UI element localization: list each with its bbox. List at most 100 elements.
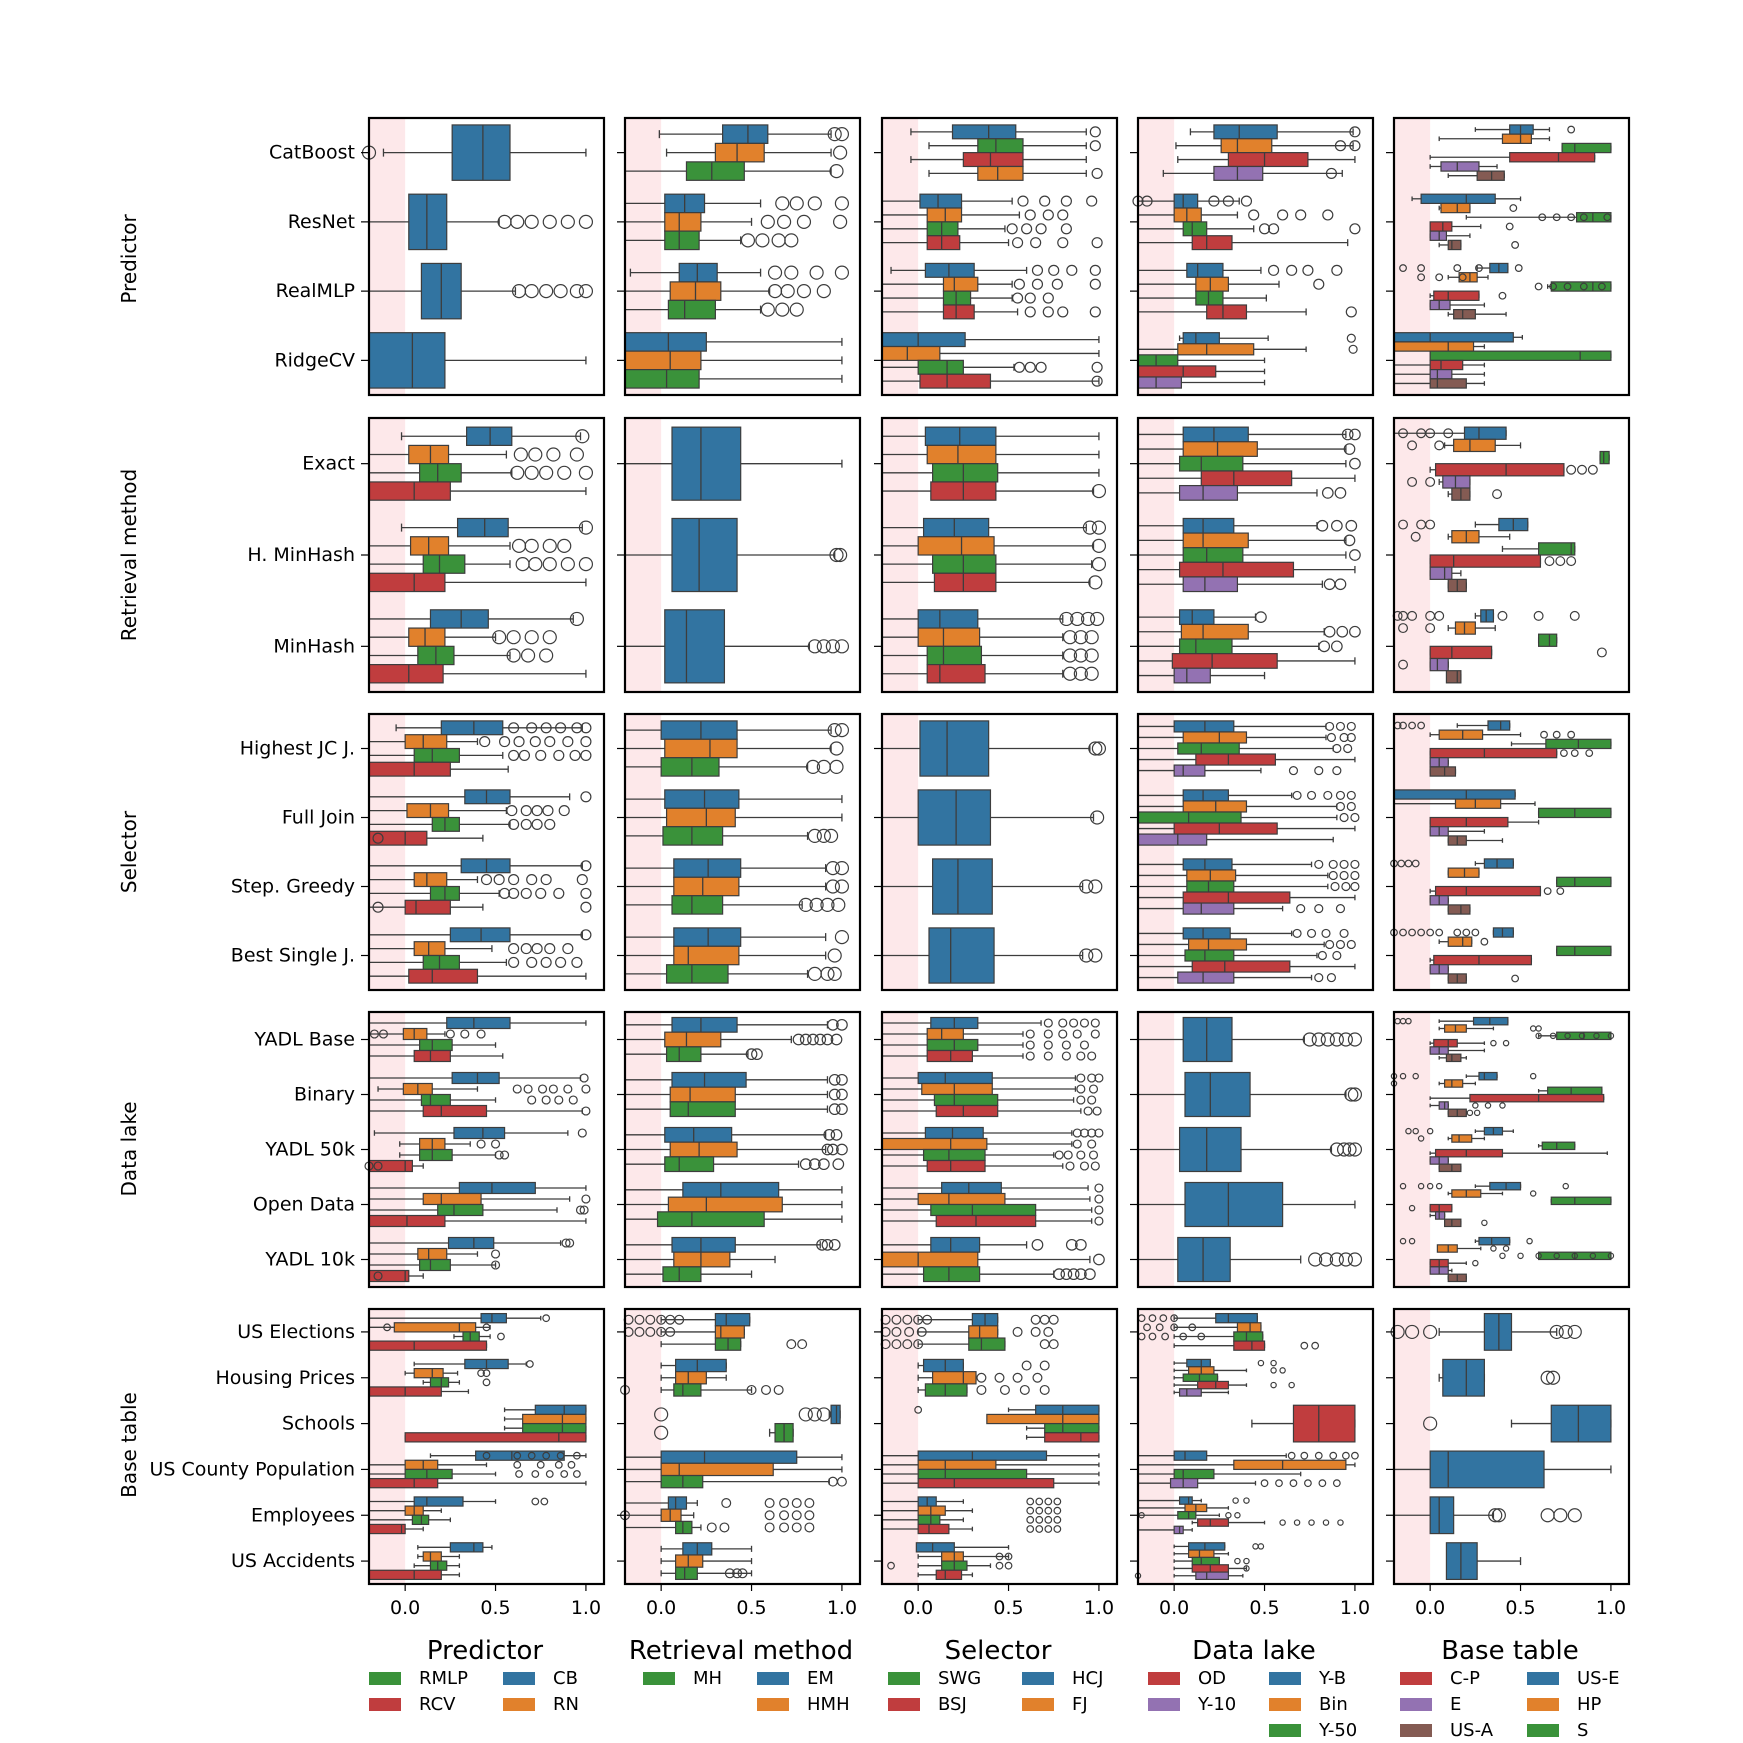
box-ridgecv-blue xyxy=(368,332,587,389)
outlier-point xyxy=(1043,1051,1053,1061)
iqr-box xyxy=(1438,1101,1449,1110)
outlier-point xyxy=(1090,1029,1100,1039)
legend-swatch xyxy=(1269,1672,1301,1685)
box-exact-brown xyxy=(1447,487,1503,501)
outlier-point xyxy=(529,736,541,748)
outlier-point xyxy=(751,1048,763,1061)
box-resnet-orange xyxy=(1137,207,1334,223)
outlier-point xyxy=(832,1158,845,1171)
iqr-box xyxy=(926,1159,986,1173)
panel-frame xyxy=(1136,116,1375,397)
outlier-point xyxy=(1058,1018,1068,1028)
panel-retrieval-method-data-lake xyxy=(1130,416,1375,694)
iqr-box xyxy=(456,517,509,538)
box-highest-jc-j-orange xyxy=(1137,731,1356,744)
outlier-point xyxy=(1091,557,1107,572)
outlier-point xyxy=(1031,1238,1044,1251)
outlier-point xyxy=(1535,1032,1542,1040)
panel-frame xyxy=(367,116,606,397)
outlier-point xyxy=(508,874,520,886)
outlier-point xyxy=(825,639,840,654)
box-employees-orange xyxy=(619,1508,815,1522)
box-minhash-green xyxy=(1537,633,1558,647)
box-realmlp-blue xyxy=(368,262,594,320)
outlier-point xyxy=(1090,611,1105,627)
outlier-point xyxy=(1094,1183,1104,1193)
box-resnet-red xyxy=(1137,235,1349,251)
iqr-box xyxy=(917,536,995,556)
box-h-minhash-purple xyxy=(1429,566,1462,580)
iqr-box xyxy=(926,207,963,223)
outlier-point xyxy=(913,1339,924,1350)
box-catboost-blue xyxy=(910,124,1101,140)
legend-swatch xyxy=(1022,1698,1054,1711)
box-ridgecv-purple xyxy=(1393,369,1486,380)
box-ridgecv-orange xyxy=(1137,343,1358,356)
category-label-full-join: Full Join xyxy=(282,807,355,829)
iqr-box xyxy=(1188,1549,1215,1559)
box-yadl-50k-green xyxy=(399,1148,510,1162)
outlier-point xyxy=(1329,1252,1344,1267)
outlier-point xyxy=(562,943,574,955)
outlier-point xyxy=(887,1561,895,1570)
legend-label-rmlp: RMLP xyxy=(419,1668,468,1689)
outlier-point xyxy=(1287,1451,1296,1460)
outlier-point xyxy=(1311,1032,1326,1047)
outlier-point xyxy=(1453,264,1462,272)
box-catboost-red xyxy=(1177,152,1356,168)
box-full-join-blue xyxy=(1137,789,1356,802)
box-yadl-base-blue xyxy=(1137,1016,1363,1063)
panel-frame xyxy=(1392,1307,1631,1586)
outlier-point xyxy=(706,1522,717,1533)
legend-label-y-b: Y-B xyxy=(1318,1668,1346,1689)
box-realmlp-blue xyxy=(1137,262,1343,278)
box-yadl-10k-blue xyxy=(624,1236,841,1253)
outlier-point xyxy=(1026,1515,1035,1524)
outlier-point xyxy=(1012,1372,1023,1383)
outlier-point xyxy=(1410,531,1421,542)
outlier-point xyxy=(1087,1051,1097,1061)
outlier-point xyxy=(1277,209,1289,221)
iqr-box xyxy=(1547,1086,1603,1096)
outlier-point xyxy=(1398,519,1409,530)
outlier-point xyxy=(1042,209,1054,221)
below-zero-shading xyxy=(1394,1309,1431,1584)
outlier-point xyxy=(1074,1268,1087,1281)
box-step-greedy-blue xyxy=(1390,858,1514,869)
outlier-point xyxy=(494,1150,504,1160)
iqr-box xyxy=(1489,1181,1522,1191)
box-employees-red xyxy=(881,1523,1062,1535)
iqr-box xyxy=(429,1560,448,1571)
iqr-box xyxy=(1538,542,1576,556)
legend-swatch xyxy=(1527,1698,1559,1711)
box-minhash-blue xyxy=(368,609,584,629)
outlier-point xyxy=(527,1451,536,1460)
outlier-point xyxy=(1243,1497,1250,1504)
outlier-point xyxy=(1066,264,1078,276)
panel-frame xyxy=(623,1307,862,1586)
below-zero-shading xyxy=(1394,1012,1431,1287)
outlier-point xyxy=(1404,859,1413,868)
iqr-box xyxy=(368,1523,406,1535)
outlier-point xyxy=(1079,1040,1090,1050)
iqr-box xyxy=(458,1181,536,1195)
outlier-point xyxy=(1341,428,1354,441)
iqr-box xyxy=(667,1196,783,1213)
box-best-single-j-green xyxy=(624,964,842,984)
outlier-point xyxy=(1435,273,1444,282)
box-us-accidents-blue xyxy=(915,1542,1010,1553)
outlier-point xyxy=(834,722,850,738)
box-best-single-j-blue xyxy=(1390,927,1514,938)
iqr-box xyxy=(656,1211,765,1228)
outlier-point xyxy=(1567,1324,1582,1340)
outlier-point xyxy=(1323,790,1333,800)
box-schools-orange xyxy=(986,1413,1100,1425)
box-realmlp-orange xyxy=(1417,272,1489,283)
outlier-point xyxy=(821,1238,834,1251)
iqr-box xyxy=(1220,138,1273,154)
box-employees-red xyxy=(368,1523,424,1535)
outlier-point xyxy=(1062,666,1078,681)
outlier-point xyxy=(1314,973,1324,983)
x-tick-label: 0.5 xyxy=(1505,1597,1535,1619)
outlier-point xyxy=(1350,859,1360,869)
